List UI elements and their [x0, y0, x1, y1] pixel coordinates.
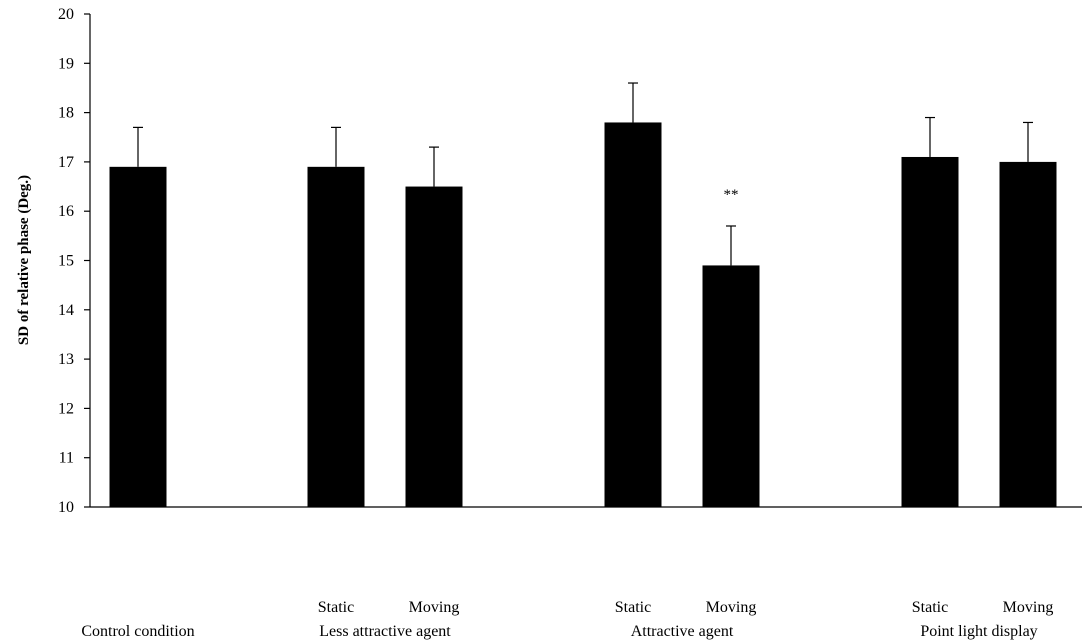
condition-label: Moving: [409, 599, 460, 616]
y-tick-label: 11: [59, 450, 74, 467]
y-tick-label: 13: [58, 351, 74, 368]
group-label: Attractive agent: [631, 623, 734, 640]
condition-label: Static: [318, 599, 354, 616]
bar: [901, 156, 959, 507]
condition-label: Static: [912, 599, 948, 616]
y-tick-label: 10: [58, 499, 74, 516]
group-label: Less attractive agent: [319, 623, 451, 640]
bar: [307, 166, 365, 507]
y-axis-ticks: 10 11 12 13 14 15 16 17 18 19 20: [58, 6, 90, 516]
condition-label: Static: [615, 599, 651, 616]
y-tick-label: 16: [58, 203, 74, 220]
y-tick-label: 17: [58, 154, 74, 171]
y-tick-label: 15: [58, 253, 74, 270]
bars: [109, 122, 1057, 508]
error-bars: [133, 82, 1033, 266]
condition-label: Moving: [706, 599, 757, 616]
y-axis-title: SD of relative phase (Deg.): [16, 175, 32, 345]
bar: [702, 265, 760, 507]
category-labels: Static Moving Static Moving Static Moving: [318, 599, 1054, 616]
bar: [999, 161, 1057, 507]
significance-marker: **: [724, 187, 739, 203]
annotations: **: [724, 187, 739, 203]
group-label: Point light display: [920, 623, 1037, 640]
bar: [109, 166, 167, 507]
bar: [405, 186, 463, 508]
y-tick-label: 18: [58, 105, 74, 122]
y-tick-label: 14: [58, 302, 74, 319]
y-tick-label: 20: [58, 6, 74, 23]
condition-label: Moving: [1003, 599, 1054, 616]
y-tick-label: 19: [58, 55, 74, 72]
group-labels: Control condition Less attractive agent At…: [81, 623, 1037, 640]
group-label: Control condition: [81, 623, 194, 640]
y-tick-label: 12: [58, 400, 74, 417]
bar: [604, 122, 662, 508]
